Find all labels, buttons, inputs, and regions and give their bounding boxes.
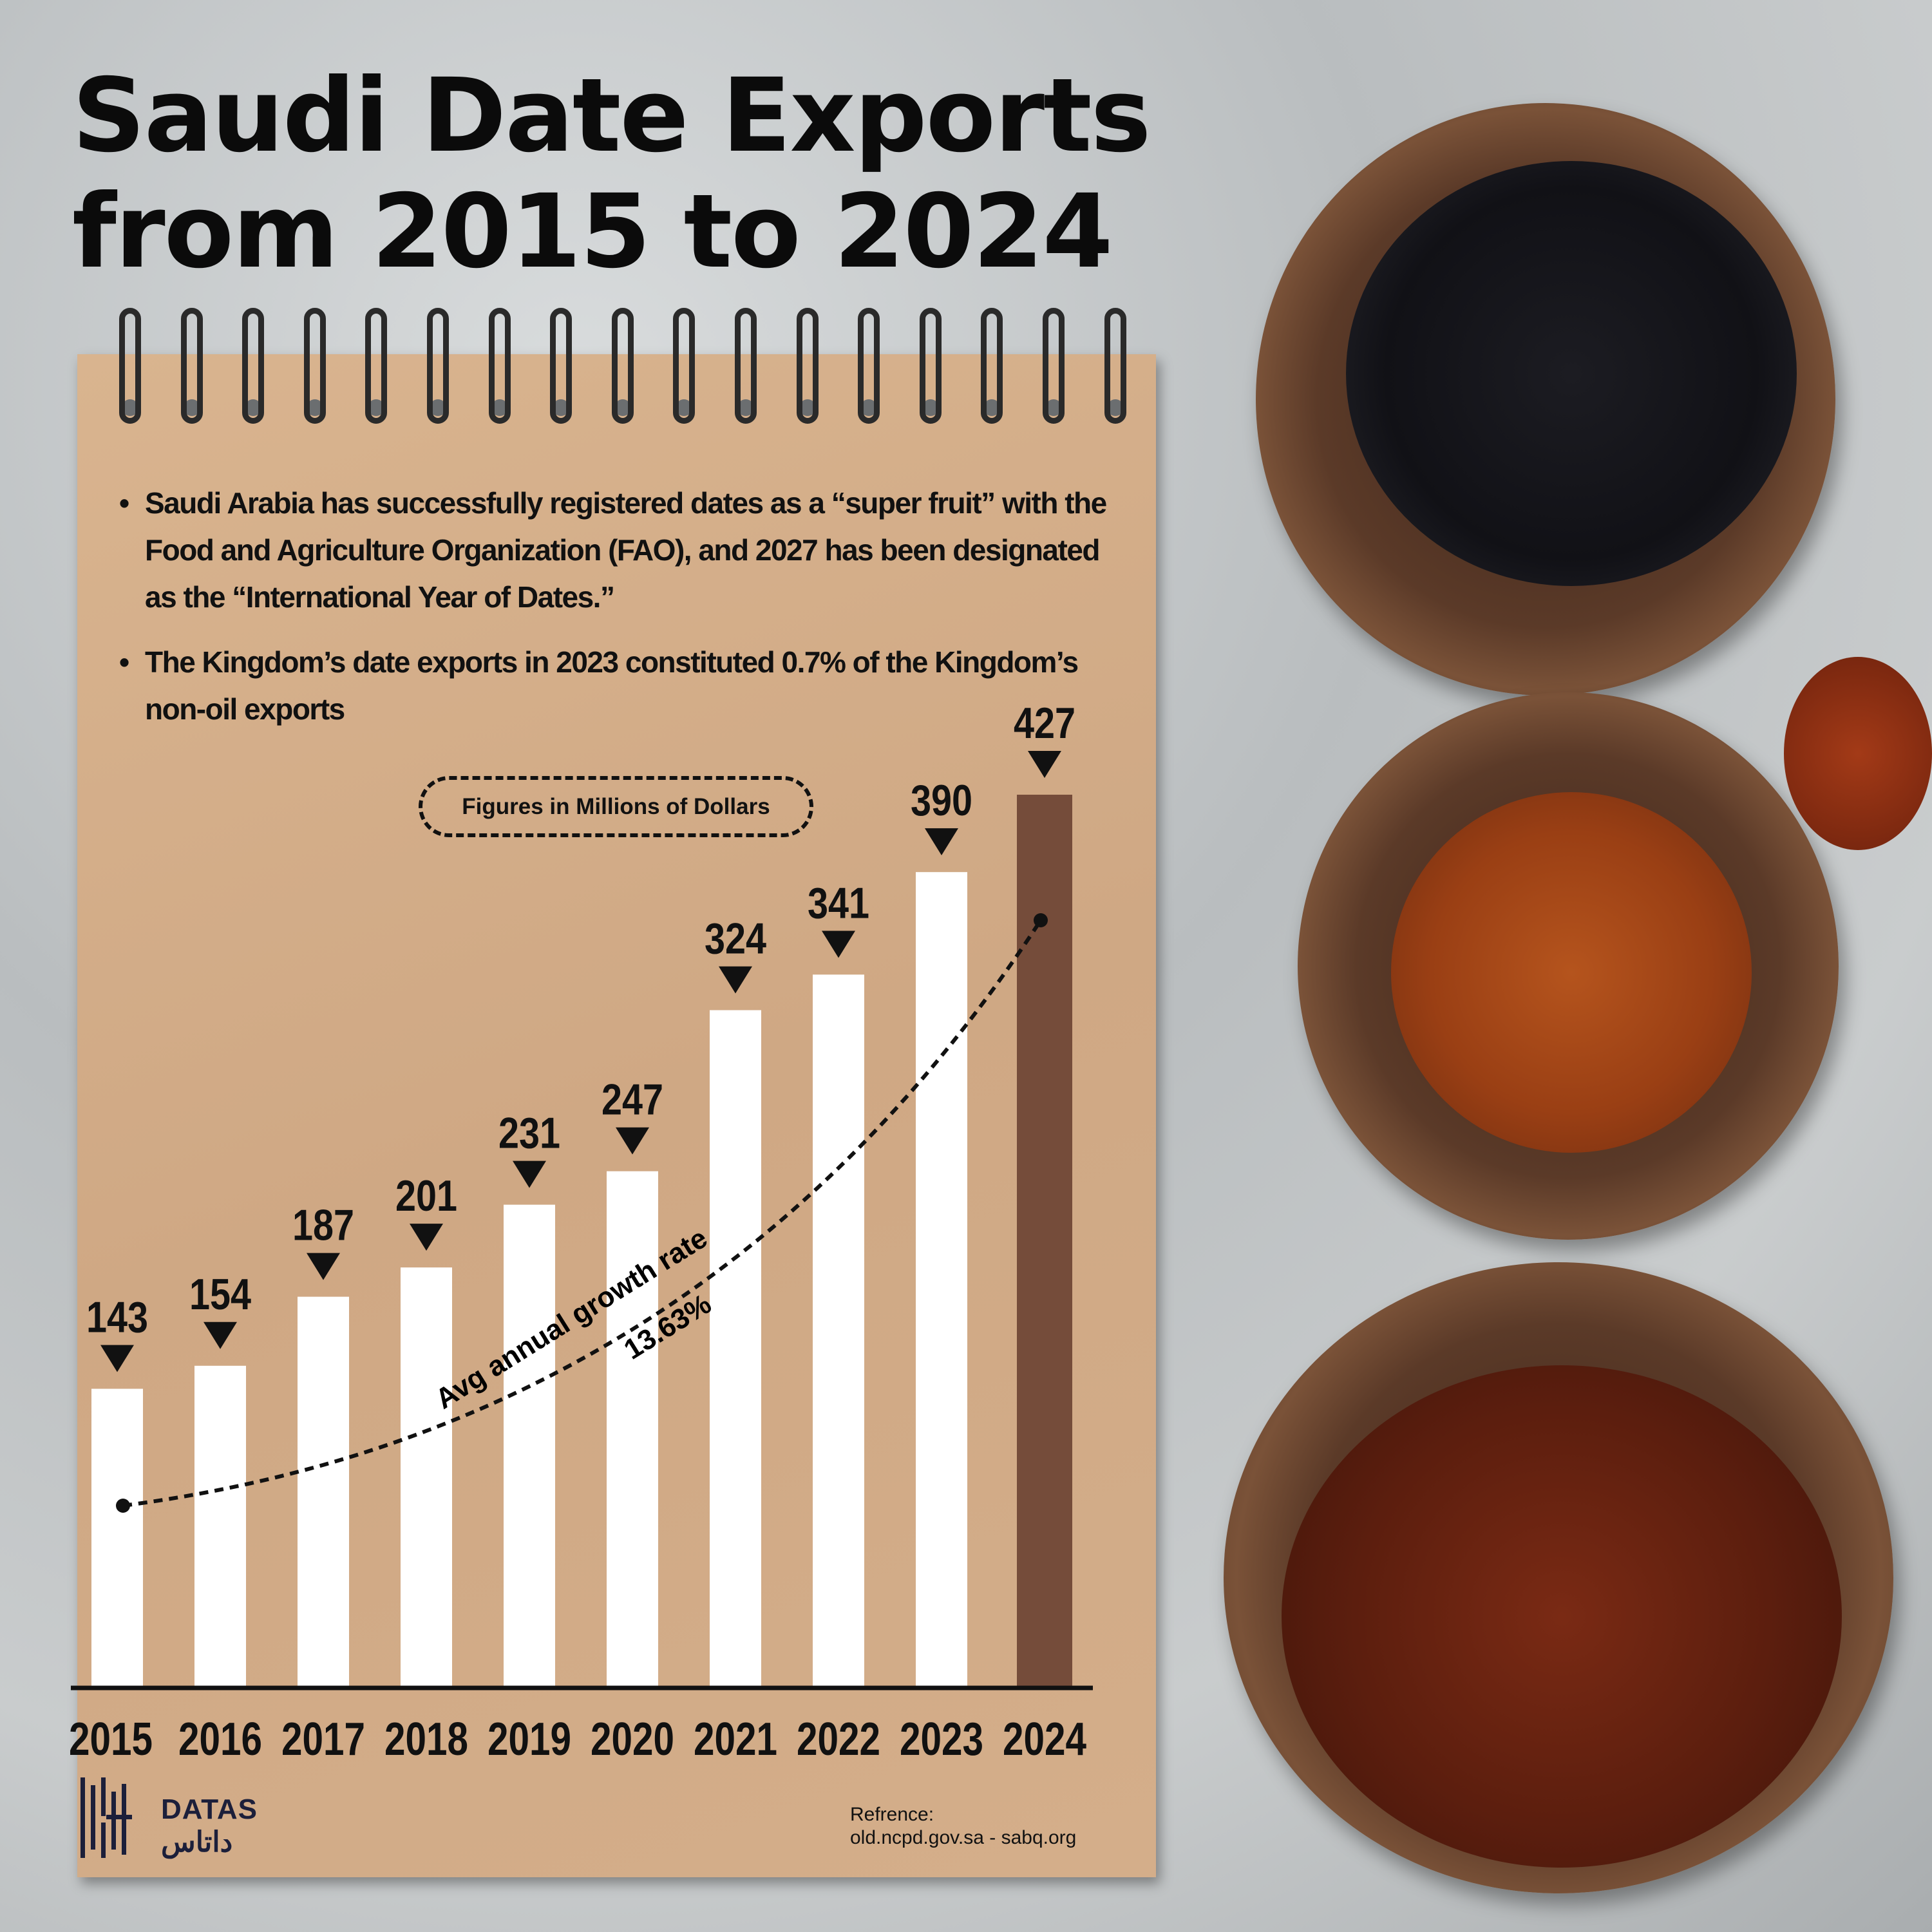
reference: Refrence: old.ncpd.gov.sa - sabq.org [850,1803,1076,1850]
brand-arabic: داتاس [161,1826,233,1858]
trend-end-point [1034,913,1048,927]
spiral-coil [180,308,203,424]
dried-dates-image [1391,792,1752,1153]
pointer-triangle [719,966,752,994]
x-tick-label: 2018 [384,1714,468,1765]
value-label: 143 [86,1293,148,1342]
reference-sources: old.ncpd.gov.sa - sabq.org [850,1827,1077,1848]
spiral-coil [550,308,573,424]
pointer-triangle [822,931,855,958]
value-label: 390 [911,776,972,825]
spiral-coil [242,308,265,424]
bar-2023 [916,872,967,1688]
brand-name: DATAS داتاس [161,1794,258,1859]
x-tick-label: 2020 [591,1714,674,1765]
spiral-coil [119,308,141,424]
bar-2021 [710,1010,761,1688]
pointer-triangle [616,1127,649,1155]
spiral-coil [488,308,511,424]
x-tick-label: 2024 [1003,1714,1086,1765]
growth-trend-line [122,919,1043,1508]
title-line-1: Saudi Date Exports [72,57,1151,175]
spiral-coil [796,308,819,424]
x-tick-label: 2016 [178,1714,262,1765]
title-line-2: from 2015 to 2024 [72,173,1113,291]
spiral-coil [611,308,634,424]
trend-start-point [116,1499,130,1513]
pointer-triangle [100,1345,134,1372]
value-label: 231 [498,1109,560,1158]
dates-image [1282,1365,1842,1868]
value-label: 341 [808,878,869,927]
pointer-triangle [410,1224,443,1251]
value-label: 187 [292,1201,354,1250]
bar-2015 [91,1388,143,1688]
bullet-item: Saudi Arabia has successfully registered… [119,480,1137,621]
value-label: 201 [395,1171,457,1220]
unit-note: Figures in Millions of Dollars [419,776,813,837]
spiral-coil [303,308,326,424]
bar-2018 [401,1267,452,1688]
spiral-coil [673,308,696,424]
bar-2017 [298,1296,349,1688]
bar-2019 [504,1204,555,1688]
page-title: Saudi Date Exports from 2015 to 2024 [72,57,1151,291]
spiral-coil [919,308,942,424]
pointer-triangle [925,828,958,856]
bullet-list: Saudi Arabia has successfully registered… [119,480,1137,751]
pointer-triangle [307,1253,340,1280]
value-label: 427 [1014,699,1075,748]
value-label: 324 [705,914,766,963]
brand-latin: DATAS [161,1794,258,1825]
loose-date [1784,657,1932,850]
pointer-triangle [513,1160,546,1188]
spiral-coil [981,308,1003,424]
pointer-triangle [204,1321,237,1349]
spiral-coil [365,308,388,424]
datas-logo-icon [80,1777,132,1858]
x-tick-label: 2015 [69,1714,153,1765]
bar-2016 [194,1365,246,1688]
value-label: 154 [189,1270,251,1319]
value-label: 247 [601,1075,663,1124]
spiral-coil [858,308,880,424]
raisins-image [1346,161,1797,586]
spiral-coil [735,308,757,424]
spiral-coil [427,308,449,424]
x-tick-label: 2017 [281,1714,365,1765]
x-tick-label: 2019 [488,1714,571,1765]
bar-2024 [1017,795,1072,1688]
pointer-triangle [1028,751,1061,778]
spiral-coil [1043,308,1065,424]
x-tick-label: 2021 [694,1714,777,1765]
bar-2020 [607,1171,658,1688]
spiral-coil [1104,308,1126,424]
x-tick-label: 2022 [797,1714,880,1765]
bullet-item: The Kingdom’s date exports in 2023 const… [119,639,1137,733]
x-tick-label: 2023 [900,1714,983,1765]
reference-label: Refrence: [850,1804,934,1825]
bar-2022 [813,974,864,1688]
